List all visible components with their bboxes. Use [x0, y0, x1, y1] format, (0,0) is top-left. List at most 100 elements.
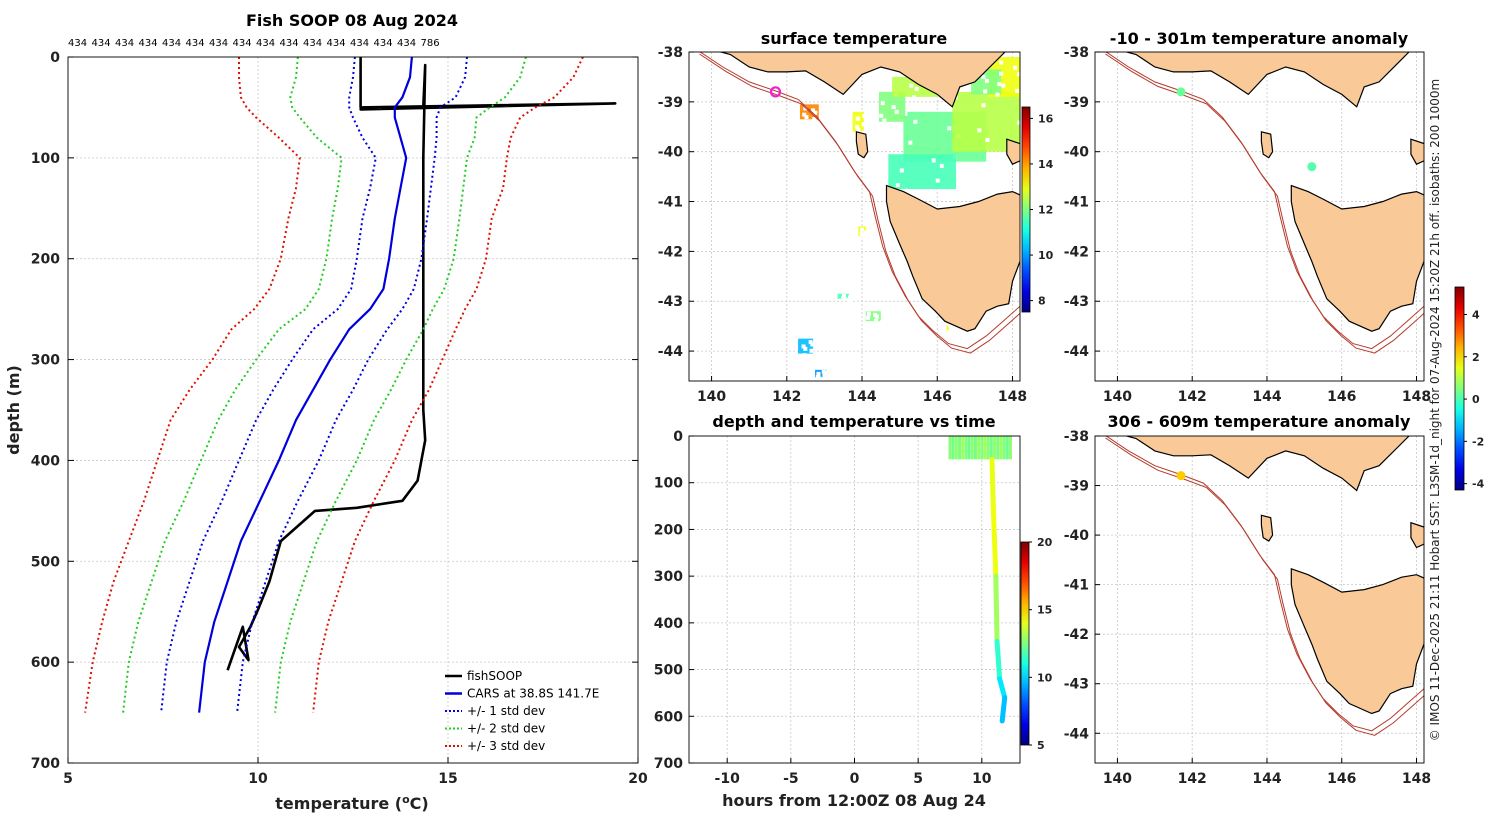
- sst-gap: [939, 163, 944, 168]
- sst-gap: [879, 113, 884, 118]
- sst-gap: [862, 114, 867, 119]
- depth-time-cb-label: 15: [1037, 604, 1052, 617]
- anomaly-shallow-point: [1176, 87, 1186, 97]
- depth-time-cb-label: 10: [1037, 671, 1053, 684]
- sst-gap: [908, 140, 913, 145]
- sst-gap: [935, 178, 940, 183]
- depth-time-ytick-label: 600: [654, 709, 683, 725]
- depth-time-cast-segment: [989, 456, 996, 509]
- sst-map-land-flinders-island: [1006, 138, 1020, 165]
- profile-series--1-std: [160, 56, 377, 713]
- sst-gap: [866, 311, 871, 316]
- anomaly-shallow-ytick-label: -39: [1064, 95, 1089, 111]
- sst-map-cb-label: 16: [1038, 112, 1054, 125]
- sst-map-axes-frame: [688, 51, 1021, 382]
- anomaly-shallow-ytick-label: -44: [1064, 344, 1090, 360]
- sst-gap: [903, 111, 908, 116]
- sst-map-cb-label: 12: [1038, 204, 1053, 217]
- sst-gap: [1017, 72, 1020, 77]
- sst-gap: [895, 183, 900, 188]
- depth-time-tow-mark: [980, 436, 984, 460]
- anomaly-deep-xtick-label: 146: [1327, 771, 1356, 787]
- anomaly-deep-xtick-label: 142: [1178, 771, 1207, 787]
- sst-map-ytick-label: -43: [658, 294, 683, 310]
- sst-gap: [984, 78, 989, 83]
- anomaly-deep-xtick-label: 140: [1103, 771, 1132, 787]
- depth-time-ytick-label: 500: [654, 663, 683, 679]
- profile-count-label: 434: [115, 38, 134, 49]
- profile-series--3-std: [312, 56, 584, 713]
- sst-gap: [847, 295, 852, 300]
- sst-gap: [816, 371, 821, 376]
- anomaly-deep-land-victoria: [1124, 436, 1410, 492]
- sst-gap: [983, 89, 988, 94]
- anomaly-deep-axes-frame: [1094, 435, 1425, 764]
- profile-xtick-label: 15: [438, 771, 457, 787]
- sst-gap: [948, 325, 953, 330]
- sst-gap: [931, 158, 936, 163]
- anomaly-shallow-ytick-label: -40: [1064, 145, 1090, 161]
- profile-ytick-label: 500: [31, 554, 60, 570]
- sst-map-ship-marker: [769, 86, 782, 98]
- sst-gap: [997, 82, 1002, 87]
- anomaly-shallow-land-king-island: [1260, 131, 1274, 159]
- sst-gap: [808, 340, 813, 345]
- depth-time-cast-segment: [999, 695, 1008, 724]
- profile-ytick-label: 200: [31, 252, 60, 268]
- profile-count-label: 434: [303, 38, 322, 49]
- profile-count-label: 434: [162, 38, 181, 49]
- profile-count-label: 434: [350, 38, 369, 49]
- sst-gap: [809, 348, 814, 353]
- sst-map-cb-label: 14: [1038, 158, 1054, 171]
- sst-gap: [866, 315, 871, 320]
- sst-gap: [864, 236, 869, 241]
- profile-count-label: 434: [374, 38, 393, 49]
- depth-time-tow-mark: [999, 436, 1003, 460]
- depth-time-tow-mark: [989, 436, 993, 460]
- sst-map-land-king-island: [855, 131, 869, 159]
- depth-time-cb-label: 5: [1037, 739, 1045, 752]
- anomaly-shallow-ytick-label: -41: [1064, 195, 1089, 211]
- legend-label: fishSOOP: [467, 669, 522, 683]
- sst-gap: [874, 318, 879, 323]
- profile-axes-frame: [67, 56, 639, 764]
- profile-ytick-label: 300: [31, 353, 60, 369]
- profile-ylabel: depth (m): [4, 365, 23, 455]
- sst-gap: [1001, 83, 1006, 88]
- anomaly-cb-label: -4: [1472, 478, 1485, 491]
- profile-count-label: 434: [256, 38, 275, 49]
- depth-time-cast-segment: [994, 639, 1003, 682]
- sst-gap: [860, 227, 865, 232]
- sst-gap: [880, 319, 885, 324]
- sst-gap: [860, 233, 865, 238]
- sst-gap: [882, 118, 887, 123]
- sst-map-ytick-label: -38: [658, 45, 683, 61]
- sst-map-ytick-label: -42: [658, 244, 683, 260]
- anomaly-deep-ytick-label: -44: [1064, 726, 1090, 742]
- depth-time-tow-mark: [954, 436, 958, 460]
- anomaly-shallow-xtick-label: 142: [1178, 389, 1207, 405]
- sst-gap: [977, 128, 982, 133]
- sst-map-isobath-1000m: [699, 53, 1020, 354]
- sst-gap: [804, 115, 809, 120]
- sst-gap: [947, 126, 952, 131]
- sst-map-xtick-label: 144: [847, 389, 876, 405]
- sst-gap: [1013, 65, 1018, 70]
- profile-count-label: 434: [397, 38, 416, 49]
- profile-count-label: 434: [139, 38, 158, 49]
- depth-time-cb-label: 20: [1037, 536, 1053, 549]
- sst-gap: [891, 105, 896, 110]
- anomaly-shallow-ytick-label: -43: [1064, 294, 1089, 310]
- sst-gap: [913, 119, 918, 124]
- anomaly-shallow-panel: -10 - 301m temperature anomaly 140 142 144…: [1064, 29, 1431, 405]
- depth-time-xtick-label: 0: [850, 771, 860, 787]
- sst-map-plot-area: [689, 52, 1020, 381]
- depth-time-tow-mark: [1008, 436, 1012, 460]
- profile-xtick-label: 10: [248, 771, 268, 787]
- anomaly-deep-isobath-1000m: [1105, 437, 1424, 736]
- anomaly-deep-xtick-label: 144: [1252, 771, 1281, 787]
- profile-count-label: 434: [209, 38, 228, 49]
- profile-series--2-std: [122, 56, 343, 713]
- depth-time-ytick-label: 100: [654, 476, 683, 492]
